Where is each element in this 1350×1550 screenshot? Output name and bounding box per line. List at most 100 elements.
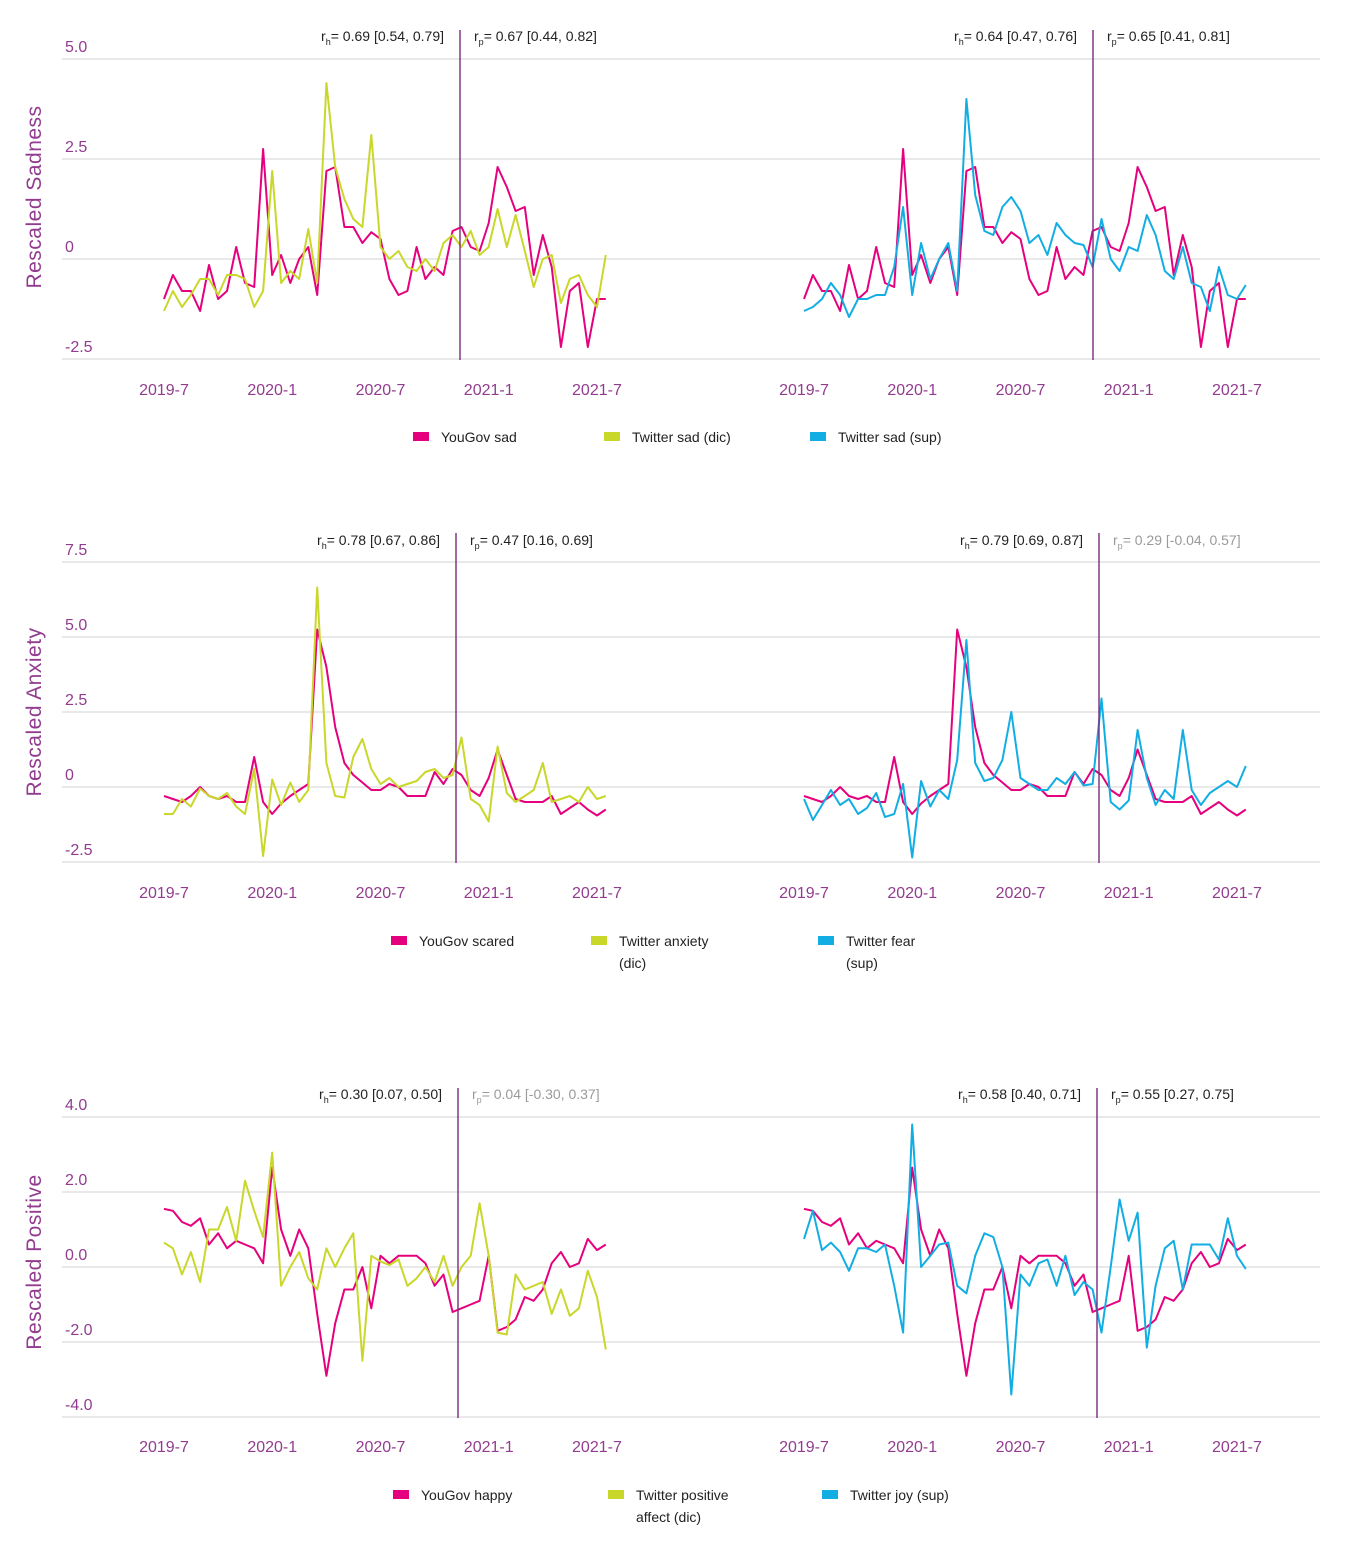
x-tick-label: 2021-7 <box>572 1439 622 1456</box>
legend-label-line: Twitter positive <box>636 1487 729 1503</box>
legend-label-line: (dic) <box>619 955 646 971</box>
annotation-symbol: r <box>1113 532 1118 548</box>
annotation-symbol: r <box>1107 28 1112 44</box>
x-tick-label: 2021-1 <box>1104 382 1154 399</box>
series-line-twitter-joy-sup <box>803 1123 1247 1396</box>
y-tick-label: 2.0 <box>65 1172 87 1189</box>
legend-label: YouGov sad <box>441 429 517 445</box>
panel-right: 2019-7 2020-1 2020-7 2021-1 2021-7rh= 0.64 [… <box>779 28 1262 399</box>
correlation-annotation-p: rp= 0.67 [0.44, 0.82] <box>474 28 597 47</box>
x-tick-label: 2019-7 <box>779 1439 829 1456</box>
legend-swatch <box>604 432 620 441</box>
annotation-symbol: r <box>960 532 965 548</box>
annotation-symbol: r <box>958 1086 963 1102</box>
y-tick-label: 4.0 <box>65 1097 87 1114</box>
legend-swatch <box>591 936 607 945</box>
y-tick-label: 0 <box>65 767 74 784</box>
annotation-subscript: h <box>963 1095 968 1105</box>
x-tick-label: 2021-7 <box>1212 885 1262 902</box>
annotation-value: = 0.65 [0.41, 0.81] <box>1117 28 1230 44</box>
x-tick-label: 2021-1 <box>464 382 514 399</box>
annotation-subscript: p <box>477 1095 482 1105</box>
y-tick-label: -4.0 <box>65 1397 93 1414</box>
panel-left: 2019-7 2020-1 2020-7 2021-1 2021-7rh= 0.78 [… <box>139 532 622 902</box>
annotation-symbol: r <box>954 28 959 44</box>
x-tick-label: 2020-1 <box>247 382 297 399</box>
annotation-value: = 0.47 [0.16, 0.69] <box>480 532 593 548</box>
series-line-twitter-sad-dic <box>163 82 607 312</box>
annotation-symbol: r <box>1111 1086 1116 1102</box>
correlation-annotation-h: rh= 0.79 [0.69, 0.87] <box>960 532 1083 551</box>
y-tick-label: 2.5 <box>65 139 87 156</box>
correlation-annotation-h: rh= 0.69 [0.54, 0.79] <box>321 28 444 47</box>
legend: YouGov happy Twitter positive affect (dic)… <box>393 1487 949 1525</box>
correlation-annotation-h: rh= 0.64 [0.47, 0.76] <box>954 28 1077 47</box>
series-line-yougov-sad <box>803 148 1246 348</box>
annotation-subscript: p <box>1118 541 1123 551</box>
annotation-value: = 0.67 [0.44, 0.82] <box>484 28 597 44</box>
annotation-subscript: h <box>959 37 964 47</box>
series-line-twitter-fear-sup <box>803 639 1247 859</box>
correlation-annotation-p: rp= 0.47 [0.16, 0.69] <box>470 532 593 551</box>
y-tick-label: 5.0 <box>65 39 87 56</box>
legend-label: Twitter joy (sup) <box>850 1487 949 1503</box>
x-tick-label: 2020-7 <box>996 382 1046 399</box>
legend-label-line: affect (dic) <box>636 1509 701 1525</box>
panel-left: 2019-7 2020-1 2020-7 2021-1 2021-7rh= 0.69 [… <box>139 28 622 399</box>
legend-label-line: (sup) <box>846 955 878 971</box>
y-tick-label: 2.5 <box>65 692 87 709</box>
panel-left: 2019-7 2020-1 2020-7 2021-1 2021-7rh= 0.30 [… <box>139 1086 622 1456</box>
annotation-subscript: p <box>475 541 480 551</box>
legend-label: YouGov happy <box>421 1487 512 1503</box>
y-tick-label: -2.5 <box>65 339 93 356</box>
annotation-symbol: r <box>321 28 326 44</box>
annotation-value: = 0.79 [0.69, 0.87] <box>970 532 1083 548</box>
correlation-annotation-h: rh= 0.58 [0.40, 0.71] <box>958 1086 1081 1105</box>
x-tick-label: 2021-1 <box>1104 885 1154 902</box>
series-line-twitter-sad-sup <box>803 98 1247 318</box>
annotation-subscript: p <box>479 37 484 47</box>
legend-label: Twitter positive affect (dic) <box>636 1487 729 1525</box>
series-line-yougov-happy <box>803 1166 1247 1377</box>
annotation-subscript: p <box>1112 37 1117 47</box>
x-tick-label: 2020-7 <box>356 382 406 399</box>
y-tick-label: -2.5 <box>65 842 93 859</box>
panel-right: 2019-7 2020-1 2020-7 2021-1 2021-7rh= 0.79 [… <box>779 532 1262 902</box>
annotation-subscript: h <box>322 541 327 551</box>
correlation-annotation-p: rp= 0.04 [-0.30, 0.37] <box>472 1086 600 1105</box>
legend-swatch <box>818 936 834 945</box>
x-tick-label: 2021-7 <box>1212 382 1262 399</box>
annotation-value: = 0.30 [0.07, 0.50] <box>329 1086 442 1102</box>
x-tick-label: 2020-1 <box>247 885 297 902</box>
x-tick-label: 2020-7 <box>996 1439 1046 1456</box>
legend-swatch <box>413 432 429 441</box>
x-tick-label: 2021-1 <box>464 1439 514 1456</box>
series-line-yougov-scared <box>803 628 1247 817</box>
annotation-value: = 0.04 [-0.30, 0.37] <box>482 1086 600 1102</box>
correlation-annotation-h: rh= 0.78 [0.67, 0.86] <box>317 532 440 551</box>
legend-swatch <box>393 1490 409 1499</box>
legend-label: Twitter sad (dic) <box>632 429 731 445</box>
y-tick-label: 5.0 <box>65 617 87 634</box>
annotation-symbol: r <box>472 1086 477 1102</box>
legend: YouGov sad Twitter sad (dic) Twitter sad (… <box>413 429 941 445</box>
x-tick-label: 2019-7 <box>779 382 829 399</box>
annotation-subscript: h <box>965 541 970 551</box>
x-tick-label: 2019-7 <box>139 1439 189 1456</box>
legend-label-line: Twitter anxiety <box>619 933 708 949</box>
series-line-yougov-scared <box>163 628 607 817</box>
annotation-subscript: h <box>326 37 331 47</box>
annotation-value: = 0.29 [-0.04, 0.57] <box>1123 532 1241 548</box>
legend-label: Twitter anxiety (dic) <box>619 933 708 971</box>
x-tick-label: 2021-7 <box>572 382 622 399</box>
correlation-annotation-p: rp= 0.65 [0.41, 0.81] <box>1107 28 1230 47</box>
legend: YouGov scared Twitter anxiety (dic)Twitter… <box>391 933 916 971</box>
annotation-value: = 0.64 [0.47, 0.76] <box>964 28 1077 44</box>
chart-row-3: 4.0 2.0 0.0 -2.0 -4.0 Rescaled Positive 2019-7… <box>23 1086 1320 1525</box>
correlation-annotation-p: rp= 0.55 [0.27, 0.75] <box>1111 1086 1234 1105</box>
correlation-annotation-h: rh= 0.30 [0.07, 0.50] <box>319 1086 442 1105</box>
x-tick-label: 2020-1 <box>887 1439 937 1456</box>
chart-row-1: 5.0 2.5 0 -2.5 Rescaled Sadness 2019-7 2020-1 2… <box>23 28 1320 445</box>
legend-label: Twitter fear (sup) <box>846 933 916 971</box>
legend-swatch <box>822 1490 838 1499</box>
